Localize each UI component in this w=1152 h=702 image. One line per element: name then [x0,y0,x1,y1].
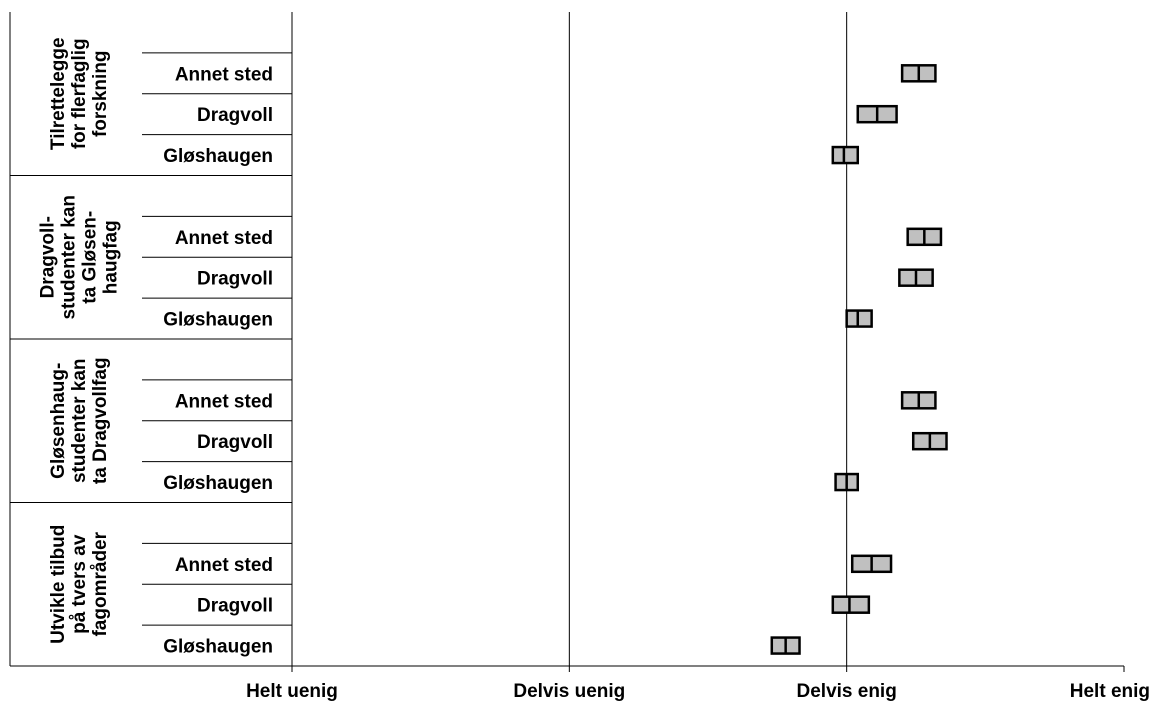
category-label: Gløshaugen [163,637,273,658]
group-label-line: på tvers av [69,534,90,634]
group-label-line: Gløsenhaug- [48,363,69,479]
x-tick-label: Helt enig [1070,681,1150,702]
group-label-line: for flerfaglig [69,38,90,149]
range-box [831,145,860,165]
group-label-line: fagområder [90,531,111,636]
group-label-line: Tilrettelegge [48,37,69,150]
x-tick-label: Delvis uenig [513,681,625,702]
group-label-line: forskning [90,50,111,137]
group-label-line: Dragvoll- [38,216,59,298]
category-label: Annet sted [175,64,273,85]
group-label-line: studenter kan [69,358,90,483]
category-label: Annet sted [175,555,273,576]
x-tick-label: Delvis enig [797,681,897,702]
group-label-line: ta Gløsen- [80,211,101,304]
group-label: Gløsenhaug-studenter kanta Dragvollfag [48,357,111,484]
group-label: Dragvoll-studenter kanta Gløsen-haugfag [38,195,122,320]
group-label-line: ta Dragvollfag [90,357,111,484]
category-label: Annet sted [175,228,273,249]
category-labels: Annet sted Dragvoll Gløshaugen Annet sted Dr… [163,64,273,657]
group-label-line: studenter kan [59,195,80,320]
category-label: Annet sted [175,391,273,412]
group-label-line: Utvikle tilbud [48,525,69,644]
category-label: Dragvoll [197,269,273,290]
category-label: Gløshaugen [163,473,273,494]
x-tick-labels: Helt uenig Delvis uenig Delvis enig Helt en… [246,666,1150,702]
x-tick-label: Helt uenig [246,681,338,702]
group-labels: Tilretteleggefor flerfagligforskning Drag… [38,37,122,643]
category-label: Gløshaugen [163,146,273,167]
group-label: Utvikle tilbudpå tvers avfagområder [48,525,111,644]
category-label: Dragvoll [197,105,273,126]
group-label: Tilretteleggefor flerfagligforskning [48,37,111,150]
range-box [845,309,873,328]
category-label: Dragvoll [197,432,273,453]
data-marks [770,64,948,655]
category-label: Gløshaugen [163,310,273,331]
range-box [831,595,871,614]
category-label: Dragvoll [197,596,273,617]
gridlines [568,12,848,666]
chart-frame [9,12,1124,667]
group-label-line: haugfag [101,220,122,294]
